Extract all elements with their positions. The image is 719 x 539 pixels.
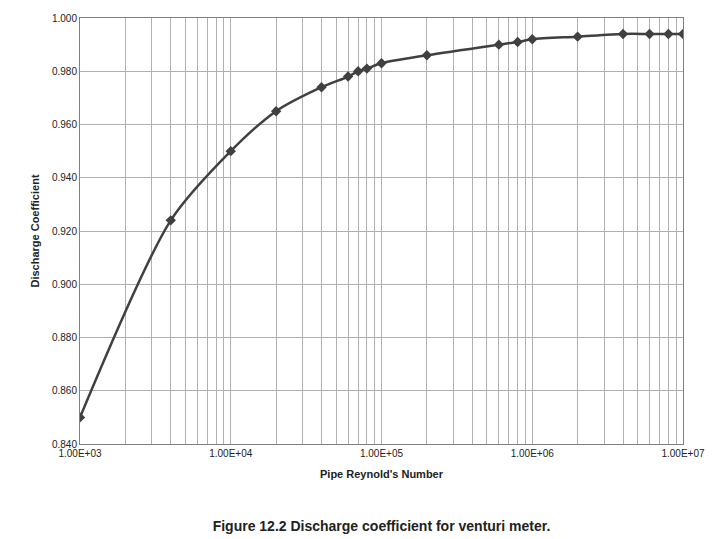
svg-text:0.860: 0.860 [52, 385, 77, 396]
svg-text:0.880: 0.880 [52, 332, 77, 343]
svg-text:1.00E+03: 1.00E+03 [58, 448, 102, 459]
svg-text:1.00E+04: 1.00E+04 [209, 448, 253, 459]
svg-text:0.920: 0.920 [52, 226, 77, 237]
svg-text:1.00E+06: 1.00E+06 [511, 448, 555, 459]
svg-text:0.900: 0.900 [52, 279, 77, 290]
svg-text:1.00E+05: 1.00E+05 [360, 448, 404, 459]
svg-text:Pipe Reynold's Number: Pipe Reynold's Number [320, 468, 444, 480]
svg-text:1.000: 1.000 [52, 13, 77, 24]
svg-text:0.840: 0.840 [52, 439, 77, 450]
svg-text:1.00E+07: 1.00E+07 [661, 448, 705, 459]
svg-text:Figure 12.2 Discharge coeffici: Figure 12.2 Discharge coefficient for ve… [213, 518, 551, 534]
svg-text:0.940: 0.940 [52, 172, 77, 183]
svg-text:0.980: 0.980 [52, 66, 77, 77]
svg-text:0.960: 0.960 [52, 119, 77, 130]
svg-text:Discharge Coefficient: Discharge Coefficient [29, 174, 41, 287]
